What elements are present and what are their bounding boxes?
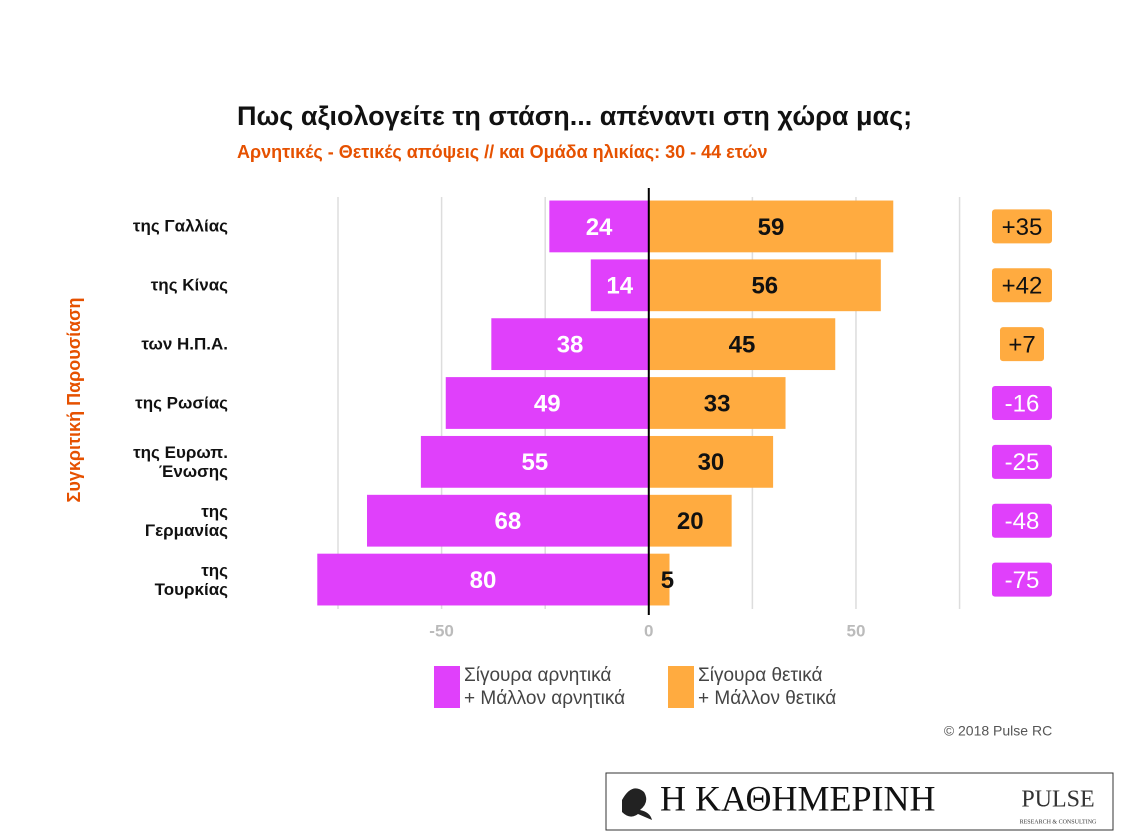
net-label: -25 — [1005, 449, 1040, 476]
x-tick-label: -50 — [429, 621, 454, 640]
copyright: © 2018 Pulse RC — [944, 723, 1052, 739]
value-label: 80 — [470, 567, 497, 594]
bar — [648, 259, 881, 312]
x-tick-label: 50 — [847, 621, 866, 640]
value-label: 38 — [557, 331, 584, 358]
value-label: 30 — [698, 449, 725, 476]
footer-logo-icon — [622, 788, 652, 820]
legend-swatch — [668, 666, 694, 708]
net-label: +42 — [1002, 273, 1043, 300]
value-label: 49 — [534, 390, 561, 417]
bar — [648, 494, 732, 547]
chart-subtitle: Αρνητικές - Θετικές απόψεις // και Ομάδα… — [237, 142, 767, 162]
x-tick-label: 0 — [644, 621, 653, 640]
y-axis-label: Συγκριτική Παρουσίαση — [64, 298, 84, 503]
net-box — [1000, 327, 1044, 362]
net-label: -16 — [1005, 390, 1040, 417]
category-label: της Ρωσίας — [135, 393, 228, 413]
category-label: της Γερμανίας — [144, 501, 228, 540]
bar — [420, 435, 649, 488]
category-label: της Γαλλίας — [132, 216, 228, 236]
net-label: -75 — [1005, 567, 1040, 594]
bar — [445, 377, 649, 429]
category-label: της Ευρωπ. Ένωσης — [133, 442, 228, 481]
footer-tagline: RESEARCH & CONSULTING — [1020, 819, 1097, 825]
bar — [648, 553, 670, 606]
net-box — [992, 444, 1052, 479]
net-label: -48 — [1005, 508, 1040, 535]
bar — [648, 200, 894, 253]
value-label: 20 — [677, 508, 704, 535]
net-box — [992, 268, 1052, 303]
value-label: 45 — [729, 331, 756, 358]
bar — [491, 318, 649, 371]
value-label: 14 — [606, 273, 633, 300]
value-label: 5 — [661, 567, 674, 594]
bar — [648, 435, 774, 488]
net-label: +7 — [1008, 331, 1035, 358]
value-label: 24 — [586, 214, 613, 241]
footer-newspaper: Η ΚΑΘΗΜΕΡΙΝΗ — [660, 778, 936, 818]
legend-label: Σίγουρα θετικά + Μάλλον θετικά — [698, 665, 837, 709]
bar — [317, 553, 649, 606]
legend-swatch — [434, 666, 460, 708]
chart-title: Πως αξιολογείτε τη στάση... απέναντι στη… — [237, 101, 912, 131]
net-box — [992, 562, 1052, 597]
bar — [367, 494, 649, 547]
value-label: 56 — [751, 273, 778, 300]
legend-label: Σίγουρα αρνητικά + Μάλλον αρνητικά — [464, 665, 626, 709]
net-box — [992, 386, 1052, 420]
value-label: 68 — [495, 508, 522, 535]
category-label: των Η.Π.Α. — [141, 334, 228, 354]
category-label: της Κίνας — [150, 275, 228, 295]
net-box — [992, 209, 1052, 244]
bar — [648, 377, 786, 429]
footer-brand: PULSE — [1021, 787, 1094, 813]
net-label: +35 — [1002, 214, 1043, 241]
footer-box — [605, 772, 1114, 831]
bar — [549, 200, 649, 253]
value-label: 59 — [758, 214, 785, 241]
value-label: 33 — [704, 390, 731, 417]
bar — [590, 259, 649, 312]
bar — [648, 318, 836, 371]
category-label: της Τουρκίας — [154, 560, 228, 599]
net-box — [992, 503, 1052, 538]
value-label: 55 — [521, 449, 548, 476]
